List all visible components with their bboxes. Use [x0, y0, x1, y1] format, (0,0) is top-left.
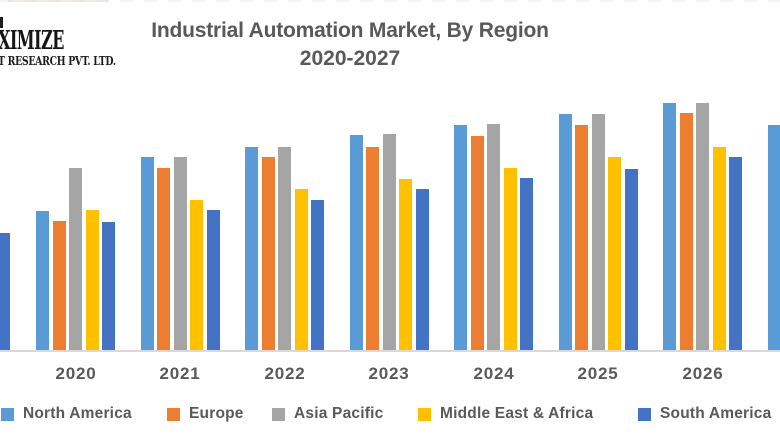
bar-north-america-2023 [350, 135, 363, 350]
bar-europe-2020 [53, 221, 66, 350]
bar-north-america-2026 [663, 103, 676, 350]
legend-label: Europe [189, 405, 244, 422]
cropped-top-pixel-strip [0, 0, 780, 2]
bar-europe-2023 [366, 147, 379, 350]
legend-item-north-america: North America [1, 405, 132, 423]
legend-swatch-icon [418, 407, 431, 421]
bar-north-america-2021 [141, 157, 154, 350]
bar-south-america-2021 [207, 210, 220, 350]
bar-europe-2022 [262, 157, 275, 350]
bar-asia-pacific-2024 [487, 124, 500, 350]
legend-swatch-icon [167, 407, 180, 421]
bar-asia-pacific-2023 [383, 134, 396, 350]
chart-title-line2: 2020-2027 [299, 47, 401, 70]
bar-middle-east-africa-2021 [190, 200, 203, 350]
bar-south-america-2023 [416, 189, 429, 350]
x-axis-label-2023: 2023 [368, 364, 410, 383]
bar-north-america-2020 [36, 211, 49, 350]
logo-wordmark: XIMIZE [0, 26, 64, 56]
x-axis-labels: 2020 2021 2022 2023 2024 2025 2026 [0, 364, 780, 386]
bar-middle-east-africa-2026 [713, 147, 726, 350]
bar-middle-east-africa-2023 [399, 179, 412, 350]
bar-north-america-2022 [245, 147, 258, 350]
legend-swatch-icon [1, 407, 14, 421]
bar-north-america-2025 [559, 114, 572, 350]
bar-asia-pacific-2025 [592, 114, 605, 350]
x-axis-label-2024: 2024 [473, 364, 515, 383]
legend-label: South America [660, 405, 772, 422]
bar-partial-right-edge [768, 125, 780, 350]
legend-label: Asia Pacific [294, 405, 384, 422]
legend-swatch-icon [272, 407, 285, 421]
bar-asia-pacific-2022 [278, 147, 291, 350]
bar-south-america-2026 [729, 157, 742, 350]
chart-title-line1: Industrial Automation Market, By Region [151, 19, 549, 42]
x-axis-label-2026: 2026 [682, 364, 724, 383]
bar-middle-east-africa-2024 [504, 168, 517, 350]
bar-south-america-2020 [102, 222, 115, 350]
bar-middle-east-africa-2022 [295, 189, 308, 350]
x-axis-label-2022: 2022 [264, 364, 306, 383]
bar-europe-2025 [575, 125, 588, 350]
bar-europe-2021 [157, 168, 170, 350]
bar-middle-east-africa-2020 [86, 210, 99, 350]
chart-title: Industrial Automation Market, By Region … [130, 18, 570, 72]
logo-graphic-sliver [0, 17, 3, 28]
bar-north-america-2024 [454, 125, 467, 350]
bar-europe-2026 [680, 113, 693, 350]
legend-item-asia-pacific: Asia Pacific [272, 405, 383, 423]
bar-south-america-2022 [311, 200, 324, 350]
bar-asia-pacific-2020 [69, 168, 82, 350]
bar-south-america-2025 [625, 169, 638, 350]
bar-south-america-2024 [520, 178, 533, 350]
bar-partial-left-edge [0, 233, 10, 350]
cropped-top-pixel-strip-left [8, 0, 108, 2]
bar-asia-pacific-2026 [696, 103, 709, 350]
x-axis-label-2021: 2021 [159, 364, 201, 383]
x-axis-line [0, 350, 780, 352]
maximize-logo: XIMIZE T RESEARCH PVT. LTD. [0, 17, 140, 78]
chart-legend: North America Europe Asia Pacific Middle Ea… [0, 405, 780, 429]
logo-subtext: T RESEARCH PVT. LTD. [0, 54, 116, 68]
plot-area [0, 103, 780, 350]
bar-asia-pacific-2021 [174, 157, 187, 350]
bar-middle-east-africa-2025 [608, 157, 621, 350]
legend-swatch-icon [638, 407, 651, 421]
legend-item-europe: Europe [167, 405, 244, 423]
legend-item-middle-east-africa: Middle East & Africa [418, 405, 593, 423]
legend-label: Middle East & Africa [440, 405, 594, 422]
legend-label: North America [23, 405, 132, 422]
legend-item-south-america: South America [638, 405, 771, 423]
x-axis-label-2025: 2025 [577, 364, 619, 383]
x-axis-label-2020: 2020 [55, 364, 97, 383]
bar-europe-2024 [471, 136, 484, 350]
